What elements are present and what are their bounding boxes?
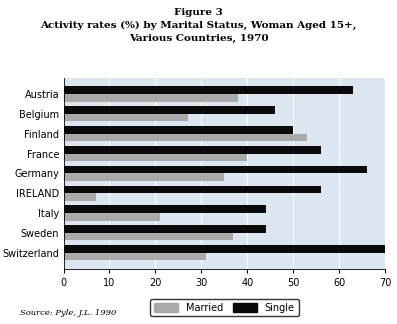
- Text: Source: Pyle, J.L. 1990: Source: Pyle, J.L. 1990: [20, 309, 116, 317]
- Bar: [64, 134, 307, 141]
- Bar: [64, 94, 238, 101]
- Bar: [64, 245, 390, 253]
- Bar: [64, 154, 247, 161]
- Bar: [64, 126, 293, 134]
- Bar: [64, 87, 353, 94]
- Bar: [64, 114, 187, 122]
- Bar: [64, 205, 266, 213]
- Bar: [64, 253, 206, 260]
- Text: Activity rates (%) by Marital Status, Woman Aged 15+,: Activity rates (%) by Marital Status, Wo…: [40, 21, 357, 30]
- Bar: [64, 173, 224, 181]
- Bar: [64, 186, 321, 193]
- Bar: [64, 106, 275, 114]
- Bar: [64, 146, 321, 154]
- Bar: [64, 225, 266, 233]
- Bar: [64, 193, 96, 201]
- Text: Figure 3: Figure 3: [174, 8, 223, 17]
- Bar: [64, 213, 160, 221]
- Bar: [64, 233, 233, 240]
- Legend: Married, Single: Married, Single: [150, 299, 299, 317]
- Bar: [64, 166, 367, 173]
- Text: Various Countries, 1970: Various Countries, 1970: [129, 34, 268, 43]
